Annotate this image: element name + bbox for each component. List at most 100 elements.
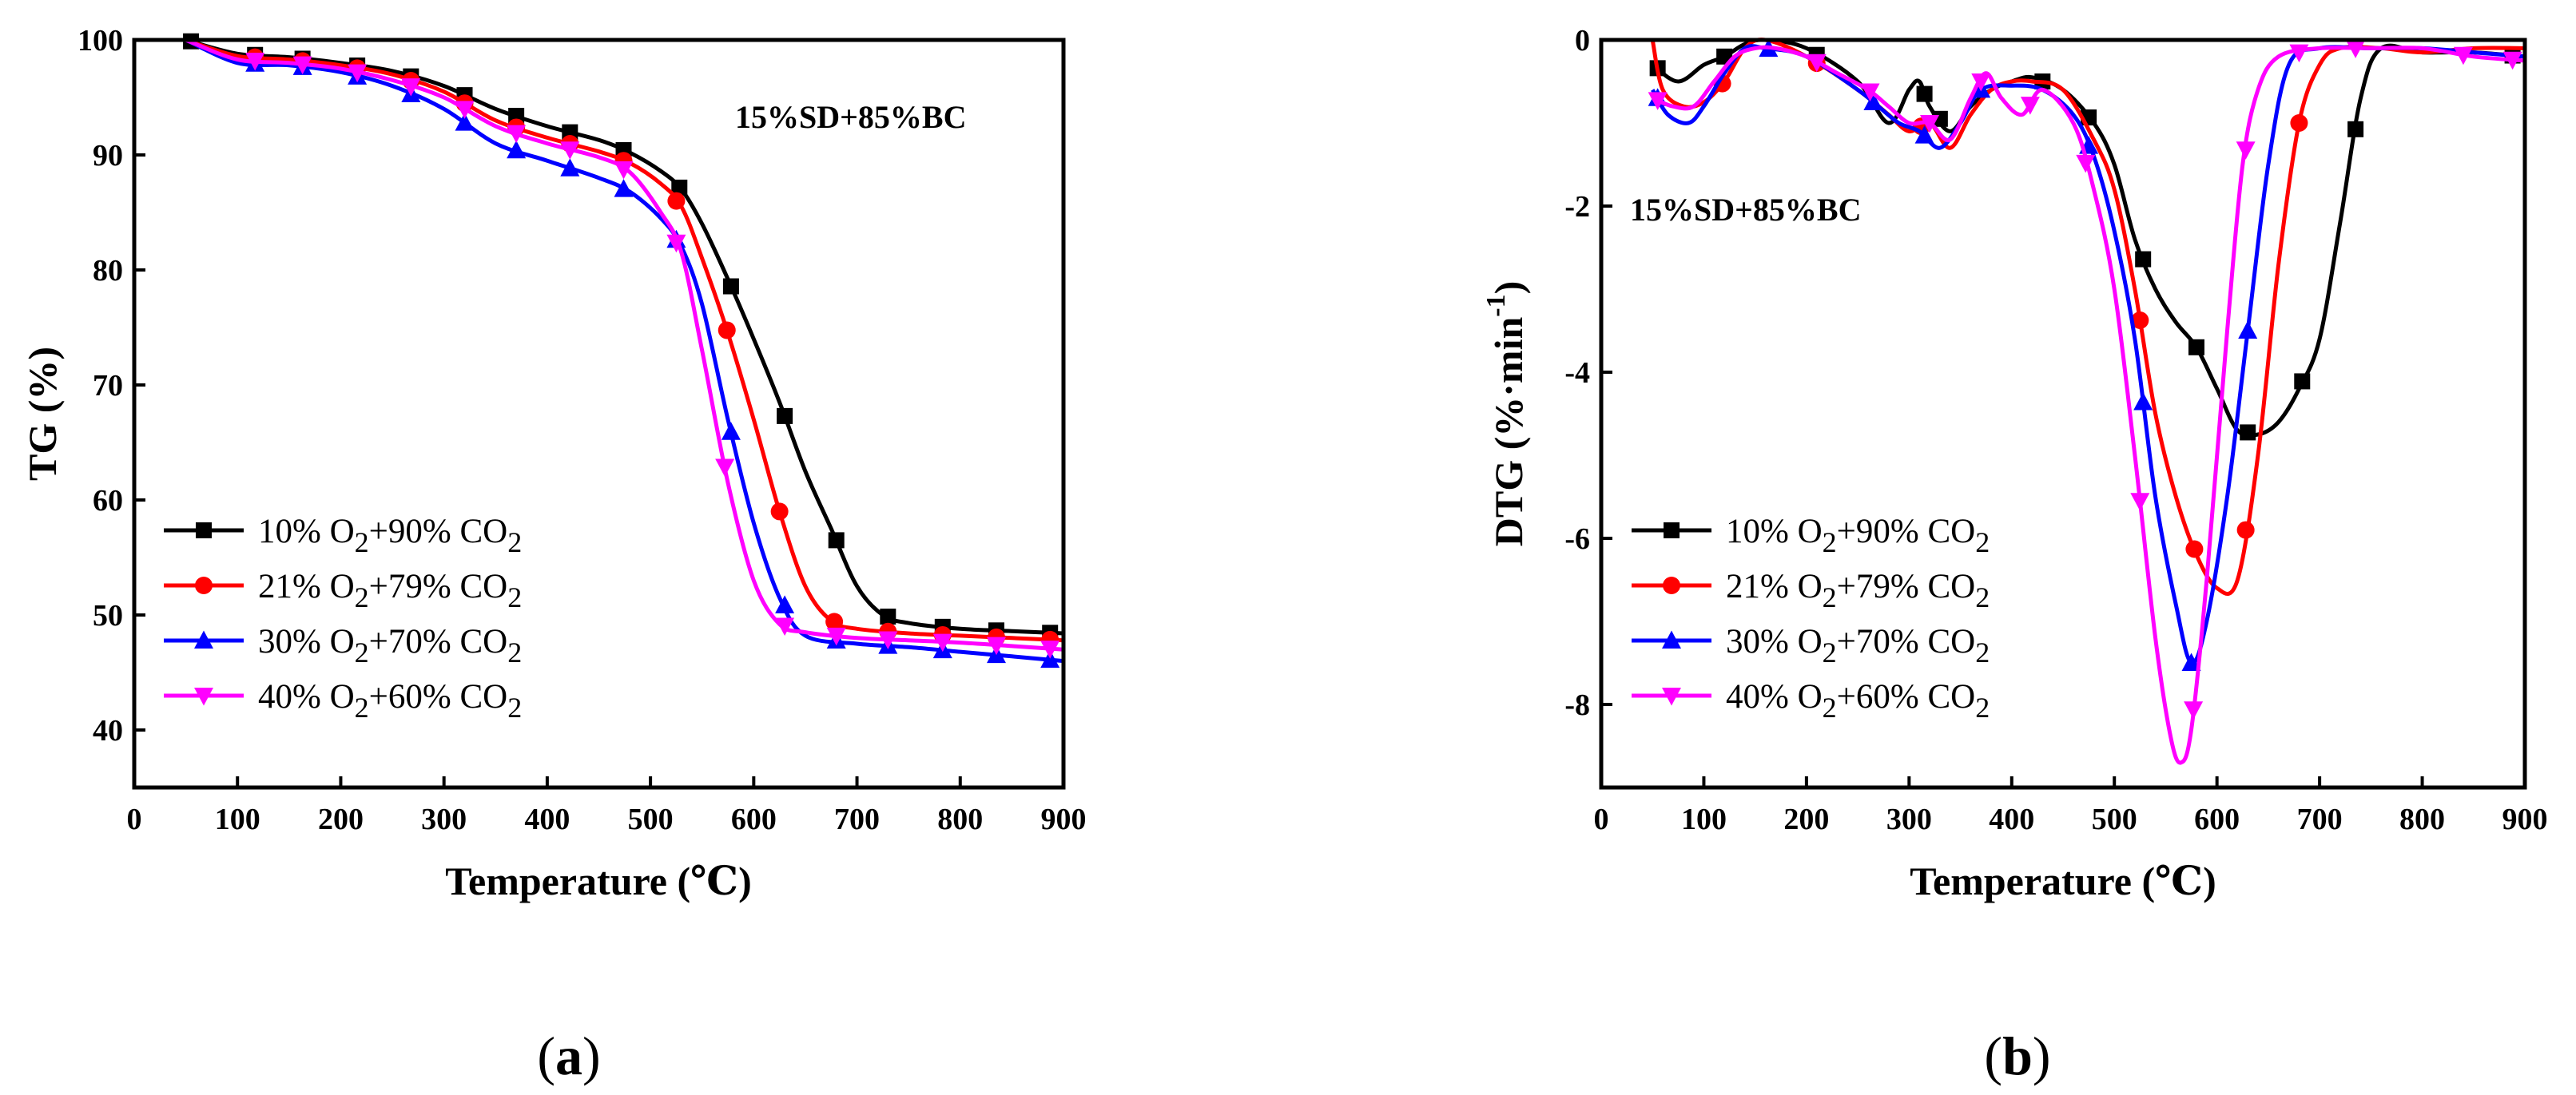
panel-b-axes-frame (1599, 38, 2527, 790)
panel-b-legend: 10% O2+90% CO2 21% O2+79% CO2 30% O2+70% C… (1632, 513, 1990, 724)
panel-b-x-tick-label: 400 (1989, 803, 2034, 836)
panel-a-data-point-blue (721, 422, 741, 440)
panel-a-y-axis-label: TG (%) (20, 347, 65, 481)
panel-b-data-point-red (2290, 114, 2308, 132)
panel-a-x-tick-label: 300 (421, 803, 467, 836)
panel-a-data-point-magenta (348, 64, 368, 83)
panel-a-legend: 10% O2+90% CO2 21% O2+79% CO2 30% O2+70% C… (164, 513, 522, 724)
panel-b-ticks: 0 100 200 300 400 500 600 700 800 900 0 -2 -4 -6 -8 (1564, 24, 2547, 836)
panel-a-legend-marker-magenta (194, 688, 213, 706)
panel-b-y-axis-label: DTG (%·min-1) (1481, 281, 1531, 547)
panel-a-data-point-black (671, 179, 688, 196)
panel-b-label: (b) (1984, 1026, 2050, 1086)
panel-b-data-point-black (2240, 424, 2256, 441)
panel-b-series-line-magenta (1652, 45, 2526, 765)
panel-a-data-point-black (828, 532, 845, 549)
panel-b-data-point-blue (1914, 125, 1934, 144)
panel-b-legend-marker-black (1664, 522, 1680, 538)
panel-a-x-tick-label: 700 (834, 803, 880, 836)
panel-b-data-point-black (1931, 110, 1948, 127)
panel-b-label-letter: b (2002, 1026, 2033, 1086)
panel-a-data-point-red (770, 502, 789, 521)
panel-a-data-point-magenta (715, 458, 735, 478)
panel-a-axes-frame (132, 38, 1066, 790)
panel-a-ticks: 0 100 200 300 400 500 600 700 800 900 40 50 60 70 80 90… (78, 24, 1087, 836)
panel-b-x-tick-label: 100 (1681, 803, 1727, 836)
panel-a-x-tick-label: 900 (1041, 803, 1087, 836)
panel-b-x-tick-label: 200 (1783, 803, 1829, 836)
panel-a-data-point-magenta (245, 52, 265, 71)
panel-b-legend-marker-magenta (1662, 688, 1681, 706)
panel-a-x-tick-label: 200 (318, 803, 364, 836)
panel-b-data-point-magenta (1920, 115, 1940, 133)
panel-b-data-point-magenta (2130, 493, 2150, 511)
panel-b-x-tick-label: 900 (2502, 803, 2548, 836)
panel-a-data-point-blue (1040, 649, 1060, 669)
panel-a-x-tick-label: 600 (731, 803, 777, 836)
panel-b-data-point-magenta (2453, 46, 2473, 65)
panel-a-annotation: 15%SD+85%BC (735, 99, 967, 135)
panel-b-plot-area (1648, 38, 2526, 765)
panel-a-x-tick-label: 400 (524, 803, 570, 836)
panel-a-data-point-red (825, 613, 844, 631)
panel-a-legend-marker-red (195, 577, 213, 594)
panel-b-data-point-magenta (2020, 97, 2040, 115)
panel-a-x-tick-label: 100 (215, 803, 260, 836)
panel-b-y-tick-label: -2 (1564, 190, 1590, 224)
panel-b-y-tick-label: -8 (1564, 688, 1590, 722)
panel-b-data-point-magenta (2346, 40, 2366, 58)
panel-a-legend-label-red: 21% O2+79% CO2 (258, 568, 522, 613)
panel-a-label-letter: a (555, 1026, 582, 1086)
panel-b-y-label-main: DTG (%·min (1486, 317, 1531, 547)
panel-a-data-point-blue (507, 140, 527, 159)
panel-b-legend-label-red: 21% O2+79% CO2 (1726, 568, 1990, 613)
panel-b-y-label-close: ) (1486, 281, 1531, 295)
panel-b-x-tick-label: 500 (2092, 803, 2137, 836)
panel-a-data-point-red (718, 321, 736, 339)
panel-a-data-point-black (722, 278, 739, 295)
panel-b-y-label-superscript: -1 (1481, 294, 1511, 316)
panel-a-series-line-magenta (185, 38, 1064, 652)
panel-a-y-tick-label: 60 (93, 484, 123, 518)
panel-b-dtg-chart: 0 100 200 300 400 500 600 700 800 900 0 -2 -4 -6 -8 15… (1481, 24, 2548, 1086)
panel-a-y-tick-label: 70 (93, 369, 123, 403)
panel-a-data-point-black (777, 407, 793, 424)
panel-b-data-point-magenta (1807, 54, 1827, 73)
panel-a-data-point-magenta (560, 141, 580, 160)
panel-b-data-point-magenta (2184, 701, 2204, 720)
panel-a-data-point-magenta (987, 637, 1007, 656)
panel-b-y-tick-label: -6 (1564, 522, 1590, 556)
panel-a-data-point-blue (775, 595, 795, 613)
panel-b-legend-label-magenta: 40% O2+60% CO2 (1726, 678, 1990, 724)
panel-b-legend-marker-red (1663, 577, 1680, 594)
panel-a-data-point-magenta (826, 627, 846, 646)
panel-a-tg-chart: 0 100 200 300 400 500 600 700 800 900 40 50 60 70 80 90… (20, 24, 1087, 1086)
panel-a-plot-area (183, 33, 1064, 669)
panel-a-y-tick-label: 40 (93, 714, 123, 748)
panel-b-data-point-magenta (2076, 154, 2096, 173)
panel-b-data-point-magenta (2236, 141, 2256, 160)
panel-b-data-point-black (1916, 85, 1933, 102)
panel-b-data-point-red (2236, 521, 2255, 539)
panel-b-data-point-black (2188, 339, 2204, 355)
panel-b-legend-marker-blue (1662, 630, 1681, 649)
panel-a-data-point-magenta (507, 125, 527, 144)
panel-b-data-point-magenta (1648, 92, 1668, 110)
panel-b-x-axis-label: Temperature (℃) (1910, 859, 2216, 903)
panel-a-data-point-magenta (455, 101, 475, 119)
panel-b-legend-label-black: 10% O2+90% CO2 (1726, 513, 1990, 558)
panel-a-y-tick-label: 100 (78, 24, 123, 58)
panel-a-x-tick-label: 0 (127, 803, 142, 836)
panel-a-series-line-red (185, 38, 1064, 643)
panel-a-x-tick-label: 800 (937, 803, 983, 836)
panel-a-x-tick-label: 500 (628, 803, 674, 836)
panel-a-data-point-magenta (932, 633, 952, 653)
panel-a-data-point-black (880, 609, 896, 625)
panel-b-data-point-magenta (1860, 83, 1880, 101)
panel-b-x-tick-label: 600 (2194, 803, 2240, 836)
panel-b-data-point-blue (2133, 391, 2153, 411)
panel-a-data-point-magenta (401, 78, 421, 97)
panel-b-data-point-red (2185, 540, 2204, 558)
panel-b-x-tick-label: 800 (2399, 803, 2445, 836)
panel-a-y-tick-label: 50 (93, 599, 123, 633)
